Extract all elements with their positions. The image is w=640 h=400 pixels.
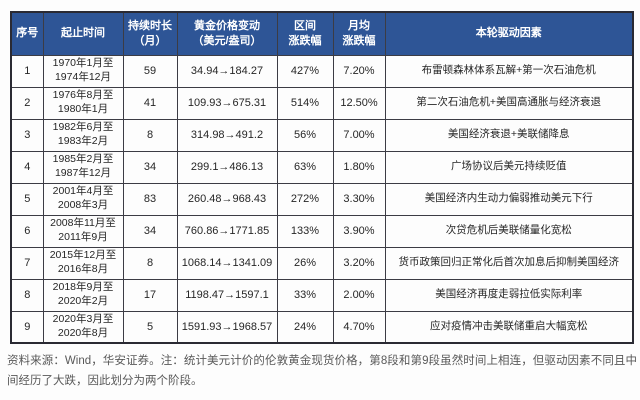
cell-period: 1985年2月至 1987年12月 <box>42 150 124 184</box>
column-header: 序号 <box>10 11 44 56</box>
cell-monthly-pct: 4.70% <box>332 310 386 344</box>
cell-no: 6 <box>10 214 44 248</box>
cell-driver: 应对疫情冲击美联储重启大幅宽松 <box>384 310 634 344</box>
cell-driver: 美国经济再度走弱拉低实际利率 <box>384 278 634 312</box>
cell-no: 7 <box>10 246 44 280</box>
cell-monthly-pct: 12.50% <box>332 86 386 120</box>
cell-price-change: 34.94→184.27 <box>176 54 278 88</box>
cell-no: 1 <box>10 54 44 88</box>
cell-range-pct: 133% <box>276 214 334 248</box>
cell-no: 5 <box>10 182 44 216</box>
cell-driver: 次贷危机后美联储量化宽松 <box>384 214 634 248</box>
cell-driver: 货币政策回归正常化后首次加息后抑制美国经济 <box>384 246 634 280</box>
cell-driver: 布雷顿森林体系瓦解+第一次石油危机 <box>384 54 634 88</box>
table-row: 6 2008年11月至 2011年9月 34 760.86→1771.85 133% 3.… <box>10 214 634 248</box>
cell-driver: 美国经济衰退+美联储降息 <box>384 118 634 152</box>
column-header: 本轮驱动因素 <box>384 11 634 56</box>
table-row: 3 1982年6月至 1983年2月 8 314.98→491.2 56% 7.00% 美国… <box>10 118 634 152</box>
table-row: 7 2015年12月至 2016年8月 8 1068.14→1341.09 26% 3.2… <box>10 246 634 280</box>
cell-price-change: 260.48→968.43 <box>176 182 278 216</box>
cell-driver: 广场协议后美元持续贬值 <box>384 150 634 184</box>
table-row: 8 2018年9月至 2020年2月 17 1198.47→1597.1 33% 2.00… <box>10 278 634 312</box>
table-row: 9 2020年3月至 2020年8月 5 1591.93→1968.57 24% 4.70… <box>10 310 634 344</box>
cell-period: 2001年4月至 2008年3月 <box>42 182 124 216</box>
cell-period: 1970年1月至 1974年12月 <box>42 54 124 88</box>
cell-no: 8 <box>10 278 44 312</box>
cell-months: 17 <box>122 278 178 312</box>
cell-range-pct: 514% <box>276 86 334 120</box>
cell-period: 2020年3月至 2020年8月 <box>42 310 124 344</box>
column-header: 起止时间 <box>42 11 124 56</box>
cell-price-change: 1198.47→1597.1 <box>176 278 278 312</box>
cell-no: 4 <box>10 150 44 184</box>
cell-period: 1982年6月至 1983年2月 <box>42 118 124 152</box>
cell-monthly-pct: 7.00% <box>332 118 386 152</box>
cell-period: 2018年9月至 2020年2月 <box>42 278 124 312</box>
cell-monthly-pct: 7.20% <box>332 54 386 88</box>
table-row: 1 1970年1月至 1974年12月 59 34.94→184.27 427% 7.20… <box>10 54 634 88</box>
source-note: 资料来源：Wind，华安证券。注：统计美元计价的伦敦黄金现货价格，第8段和第9段… <box>7 355 637 388</box>
cell-monthly-pct: 1.80% <box>332 150 386 184</box>
cell-monthly-pct: 3.30% <box>332 182 386 216</box>
cell-driver: 美国经济内生动力偏弱推动美元下行 <box>384 182 634 216</box>
cell-period: 2008年11月至 2011年9月 <box>42 214 124 248</box>
cell-range-pct: 272% <box>276 182 334 216</box>
cell-months: 5 <box>122 310 178 344</box>
cell-range-pct: 33% <box>276 278 334 312</box>
table-row: 4 1985年2月至 1987年12月 34 299.1→486.13 63% 1.80%… <box>10 150 634 184</box>
table-row: 5 2001年4月至 2008年3月 83 260.48→968.43 272% 3.30… <box>10 182 634 216</box>
column-header: 月均 涨跌幅 <box>332 11 386 56</box>
column-header: 持续时长 （月） <box>122 11 178 56</box>
cell-range-pct: 63% <box>276 150 334 184</box>
cell-months: 34 <box>122 150 178 184</box>
column-header: 区间 涨跌幅 <box>276 11 334 56</box>
cell-months: 83 <box>122 182 178 216</box>
cell-period: 1976年8月至 1980年1月 <box>42 86 124 120</box>
cell-monthly-pct: 3.20% <box>332 246 386 280</box>
cell-price-change: 314.98→491.2 <box>176 118 278 152</box>
cell-price-change: 299.1→486.13 <box>176 150 278 184</box>
cell-period: 2015年12月至 2016年8月 <box>42 246 124 280</box>
cell-no: 3 <box>10 118 44 152</box>
cell-months: 8 <box>122 246 178 280</box>
gold-bull-periods-table: 序号 起止时间 持续时长 （月） 黄金价格变动 （美元/盎司） 区间 涨跌幅 月均 涨跌幅… <box>10 11 634 344</box>
table-header-row: 序号 起止时间 持续时长 （月） 黄金价格变动 （美元/盎司） 区间 涨跌幅 月均 涨跌幅… <box>10 11 634 56</box>
cell-driver: 第二次石油危机+美国高通胀与经济衰退 <box>384 86 634 120</box>
cell-range-pct: 24% <box>276 310 334 344</box>
cell-no: 9 <box>10 310 44 344</box>
cell-price-change: 1591.93→1968.57 <box>176 310 278 344</box>
cell-range-pct: 56% <box>276 118 334 152</box>
cell-months: 41 <box>122 86 178 120</box>
cell-range-pct: 26% <box>276 246 334 280</box>
cell-price-change: 1068.14→1341.09 <box>176 246 278 280</box>
cell-monthly-pct: 3.90% <box>332 214 386 248</box>
cell-months: 8 <box>122 118 178 152</box>
cell-months: 59 <box>122 54 178 88</box>
cell-price-change: 760.86→1771.85 <box>176 214 278 248</box>
column-header: 黄金价格变动 （美元/盎司） <box>176 11 278 56</box>
cell-no: 2 <box>10 86 44 120</box>
cell-price-change: 109.93→675.31 <box>176 86 278 120</box>
cell-range-pct: 427% <box>276 54 334 88</box>
table-row: 2 1976年8月至 1980年1月 41 109.93→675.31 514% 12.5… <box>10 86 634 120</box>
cell-months: 34 <box>122 214 178 248</box>
cell-monthly-pct: 2.00% <box>332 278 386 312</box>
